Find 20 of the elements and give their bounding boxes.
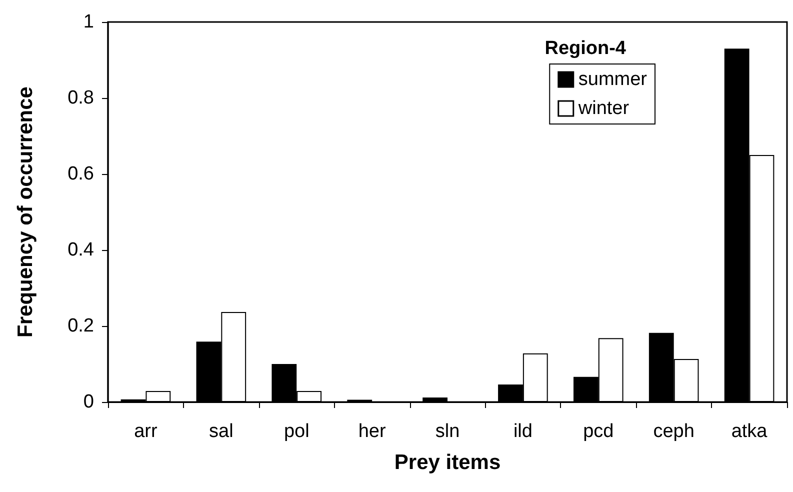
y-tick-label: 1 [83,12,94,32]
legend-label: summer [578,69,648,90]
y-tick-label: 0.6 [68,164,94,184]
x-tick-label: pol [284,421,310,442]
x-tick-label: ild [513,421,532,442]
x-tick-label: ceph [653,421,694,442]
x-tick-label: pcd [583,421,614,442]
y-tick-label: 0 [83,392,94,412]
legend-title: Region-4 [544,38,626,59]
x-tick-label: arr [134,421,158,442]
y-tick-label: 0.8 [68,88,94,108]
y-axis-title: Frequency of occurrence [14,86,37,338]
x-tick-label: her [358,421,386,442]
y-tick-label: 0.4 [68,240,94,260]
x-tick-label: sal [209,421,234,442]
y-tick-label: 0.2 [68,316,94,336]
x-tick-label: sln [435,421,460,442]
x-axis-title: Prey items [394,451,501,474]
legend-label: winter [577,98,630,119]
x-tick-label: atka [731,421,768,442]
